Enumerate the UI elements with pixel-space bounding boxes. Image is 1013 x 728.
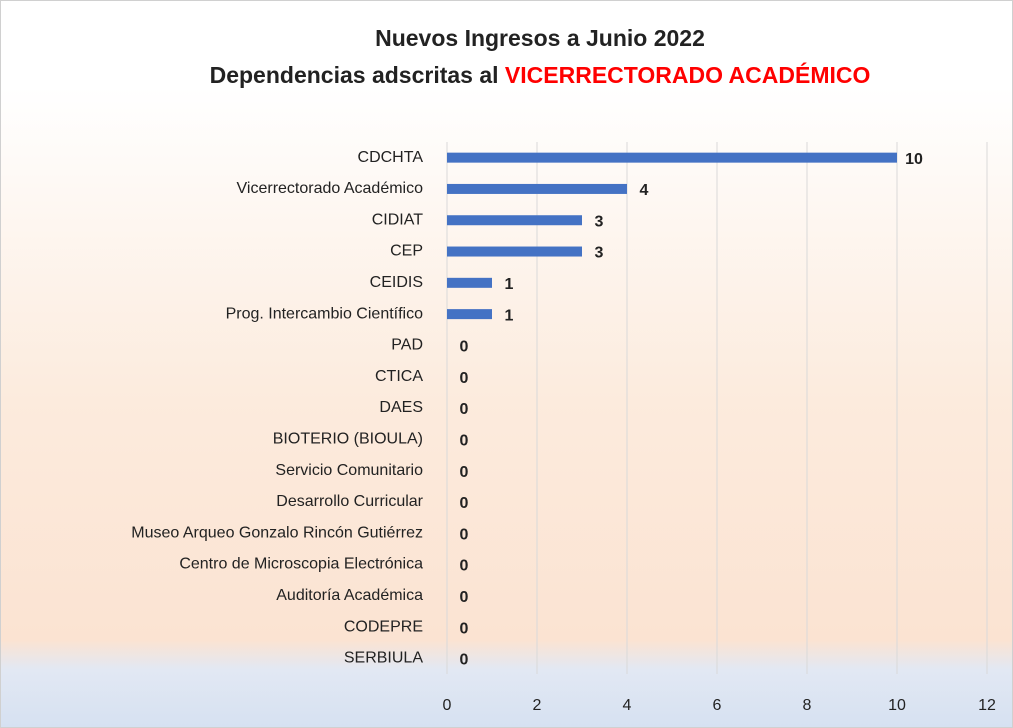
y-tick-label: BIOTERIO (BIOULA) <box>273 431 423 448</box>
bar <box>447 215 582 226</box>
y-tick-label: PAD <box>391 337 423 354</box>
y-tick-label: CIDIAT <box>372 211 423 228</box>
x-tick-label: 6 <box>713 697 722 714</box>
y-tick-label: Museo Arqueo Gonzalo Rincón Gutiérrez <box>131 524 423 541</box>
y-tick-label: CODEPRE <box>344 618 423 635</box>
value-label: 0 <box>460 433 469 450</box>
y-tick-label: Desarrollo Curricular <box>276 493 423 510</box>
y-tick-label: Vicerrectorado Académico <box>237 180 424 197</box>
value-label: 0 <box>460 495 469 512</box>
value-label: 0 <box>460 558 469 575</box>
x-tick-label: 4 <box>623 697 632 714</box>
value-label: 0 <box>460 652 469 669</box>
x-tick-label: 2 <box>533 697 542 714</box>
value-label: 3 <box>595 213 604 230</box>
value-label: 0 <box>460 401 469 418</box>
value-label: 0 <box>460 464 469 481</box>
value-label: 10 <box>905 151 923 168</box>
y-tick-label: CEP <box>390 243 423 260</box>
bar <box>447 152 897 163</box>
value-label: 0 <box>460 589 469 606</box>
value-label: 0 <box>460 526 469 543</box>
y-tick-label: CTICA <box>375 368 423 385</box>
x-tick-label: 8 <box>803 697 812 714</box>
y-tick-label: Centro de Microscopia Electrónica <box>179 556 423 573</box>
y-tick-label: CDCHTA <box>358 149 424 166</box>
bar <box>447 309 492 320</box>
value-label: 0 <box>460 370 469 387</box>
bar <box>447 277 492 288</box>
value-label: 0 <box>460 339 469 356</box>
bar <box>447 246 582 257</box>
bar <box>447 183 627 194</box>
value-label: 0 <box>460 620 469 637</box>
chart-title: Nuevos Ingresos a Junio 2022 <box>375 25 705 51</box>
value-label: 1 <box>505 307 514 324</box>
chart-subtitle: Dependencias adscritas al VICERRECTORADO… <box>210 61 871 88</box>
subtitle-highlight: VICERRECTORADO ACADÉMICO <box>505 61 870 88</box>
y-tick-label: SERBIULA <box>344 650 423 667</box>
y-tick-label: Servicio Comunitario <box>275 462 423 479</box>
x-tick-label: 12 <box>978 697 996 714</box>
subtitle: Dependencias adscritas al <box>210 62 499 88</box>
y-tick-label: Auditoría Académica <box>276 587 423 604</box>
x-tick-label: 10 <box>888 697 906 714</box>
value-label: 1 <box>505 276 514 293</box>
y-tick-label: CEIDIS <box>370 274 423 291</box>
x-tick-label: 0 <box>443 697 452 714</box>
y-tick-label: DAES <box>379 399 423 416</box>
y-tick-label: Prog. Intercambio Científico <box>226 305 424 322</box>
value-label: 3 <box>595 245 604 262</box>
value-label: 4 <box>640 182 649 199</box>
